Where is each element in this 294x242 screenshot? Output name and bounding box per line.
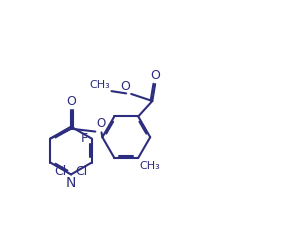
Text: F: F: [81, 132, 88, 145]
Text: O: O: [150, 69, 160, 82]
Text: O: O: [66, 95, 76, 108]
Text: Cl: Cl: [54, 165, 67, 178]
Text: CH₃: CH₃: [140, 161, 161, 171]
Text: CH₃: CH₃: [89, 80, 110, 90]
Text: O: O: [120, 80, 130, 92]
Text: O: O: [97, 117, 106, 130]
Text: Cl: Cl: [75, 165, 88, 178]
Text: N: N: [66, 176, 76, 190]
